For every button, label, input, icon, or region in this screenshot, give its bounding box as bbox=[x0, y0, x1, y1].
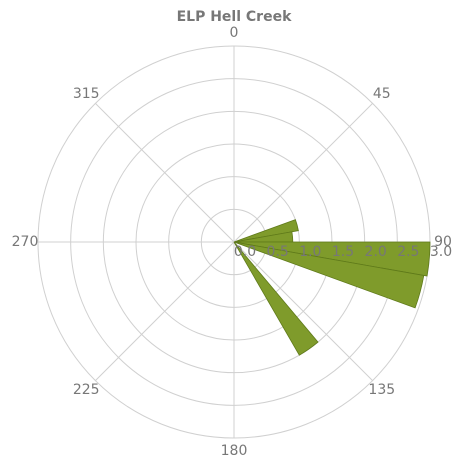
angle-tick-label: 135 bbox=[368, 382, 395, 398]
bar bbox=[233, 241, 319, 356]
radial-tick-label: 1.5 bbox=[332, 244, 354, 260]
bar bbox=[233, 219, 299, 243]
angle-tick-label: 0 bbox=[230, 25, 239, 41]
angle-tick-label: 270 bbox=[12, 234, 39, 250]
angle-tick-label: 180 bbox=[221, 443, 248, 458]
radial-tick-label: 3.0 bbox=[430, 244, 452, 260]
radial-tick-label: 0.5 bbox=[267, 244, 289, 260]
angle-tick-label: 90 bbox=[434, 234, 452, 250]
angle-tick-label: 45 bbox=[373, 86, 391, 102]
radial-tick-label: 2.5 bbox=[397, 244, 419, 260]
radial-tick-label: 0.0 bbox=[234, 244, 256, 260]
radial-tick-label: 2.0 bbox=[365, 244, 387, 260]
angle-tick-label: 225 bbox=[73, 382, 100, 398]
chart-title: ELP Hell Creek bbox=[177, 9, 292, 25]
grid-spoke bbox=[95, 103, 235, 243]
grid-spoke bbox=[233, 241, 373, 381]
bar bbox=[233, 241, 425, 309]
radial-tick-label: 1.0 bbox=[299, 244, 321, 260]
grid-spoke bbox=[95, 241, 235, 381]
grid-spoke bbox=[233, 103, 373, 243]
angle-tick-label: 315 bbox=[73, 86, 100, 102]
